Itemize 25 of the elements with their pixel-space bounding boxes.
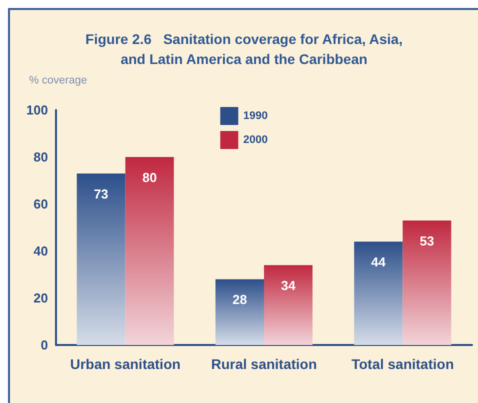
legend-label: 1990 — [243, 110, 268, 122]
y-axis-title: % coverage — [29, 74, 88, 86]
bar — [264, 265, 313, 345]
bar — [215, 279, 264, 345]
x-tick-label: Urban sanitation — [70, 356, 181, 372]
y-tick-label: 40 — [34, 244, 48, 258]
data-label: 53 — [420, 233, 434, 248]
data-label: 34 — [281, 278, 296, 294]
legend-label: 2000 — [243, 134, 268, 146]
bar — [76, 173, 126, 345]
y-tick-label: 60 — [34, 196, 48, 212]
data-label: 44 — [371, 254, 386, 270]
y-tick-label: 80 — [34, 150, 48, 164]
chart-title: Figure 2.6 Sanitation coverage for Africa, Asia, and Latin America and the Caribbean — [85, 31, 403, 67]
data-label: 28 — [232, 292, 247, 308]
x-tick-label: Total sanitation — [351, 356, 454, 372]
bar — [125, 157, 174, 345]
y-tick-label: 0 — [40, 338, 48, 352]
data-label: 73 — [94, 186, 108, 202]
bar — [354, 242, 403, 345]
x-tick-label: Rural sanitation — [211, 356, 317, 372]
y-tick-label: 100 — [26, 102, 48, 118]
y-tick-label: 20 — [34, 290, 48, 306]
bar — [402, 220, 452, 345]
data-label: 80 — [142, 170, 157, 185]
